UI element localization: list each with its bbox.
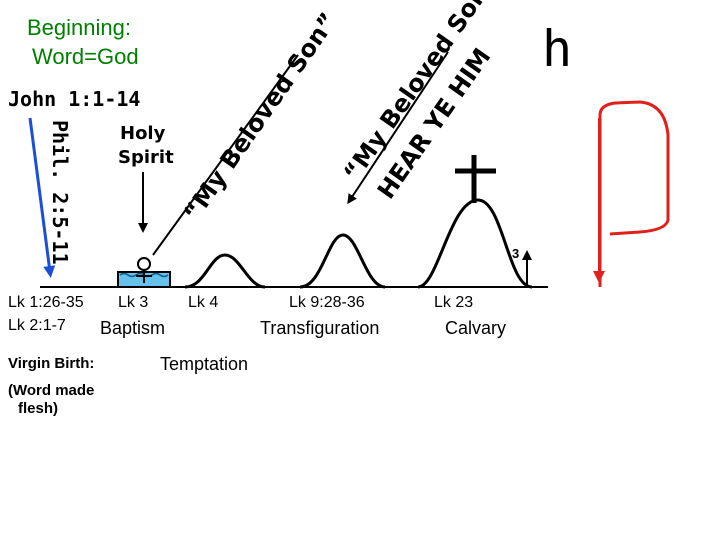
label-temptation: Temptation (160, 354, 249, 374)
calvary-hill (417, 198, 533, 289)
label-lk3: Lk 3 (118, 294, 149, 311)
label-virgin-birth: Virgin Birth: (8, 355, 95, 372)
label-lk2: Lk 2:1-7 (8, 317, 66, 334)
label-lk9: Lk 9:28-36 (289, 294, 365, 311)
holy-spirit-line2: Spirit (118, 147, 174, 168)
label-lk23: Lk 23 (434, 294, 474, 311)
john-reference: John 1:1-14 (8, 87, 141, 111)
label-lk4: Lk 4 (188, 294, 219, 311)
title-beginning: Beginning: (27, 15, 131, 40)
transfiguration-hill (299, 233, 386, 289)
phil-blue-arrow (28, 117, 56, 278)
label-lk1: Lk 1:26-35 (8, 294, 84, 311)
figure-head (137, 257, 151, 271)
label-baptism: Baptism (100, 318, 166, 338)
title-word-god: Word=God (32, 44, 139, 69)
label-transfiguration: Transfiguration (260, 318, 380, 338)
holy-spirit-line1: Holy (120, 123, 166, 144)
red-p-shape (598, 100, 670, 287)
beloved-son-line (152, 54, 299, 256)
label-flesh: flesh) (18, 400, 59, 417)
label-word-made: (Word made (8, 382, 95, 399)
glyph-h: h (542, 20, 573, 78)
glyph-three: 3 (512, 246, 520, 261)
label-calvary: Calvary (445, 318, 507, 338)
hear-him-line (347, 51, 449, 205)
temptation-hill (184, 253, 266, 289)
phil-reference: Phil. 2:5-11 (48, 120, 72, 265)
